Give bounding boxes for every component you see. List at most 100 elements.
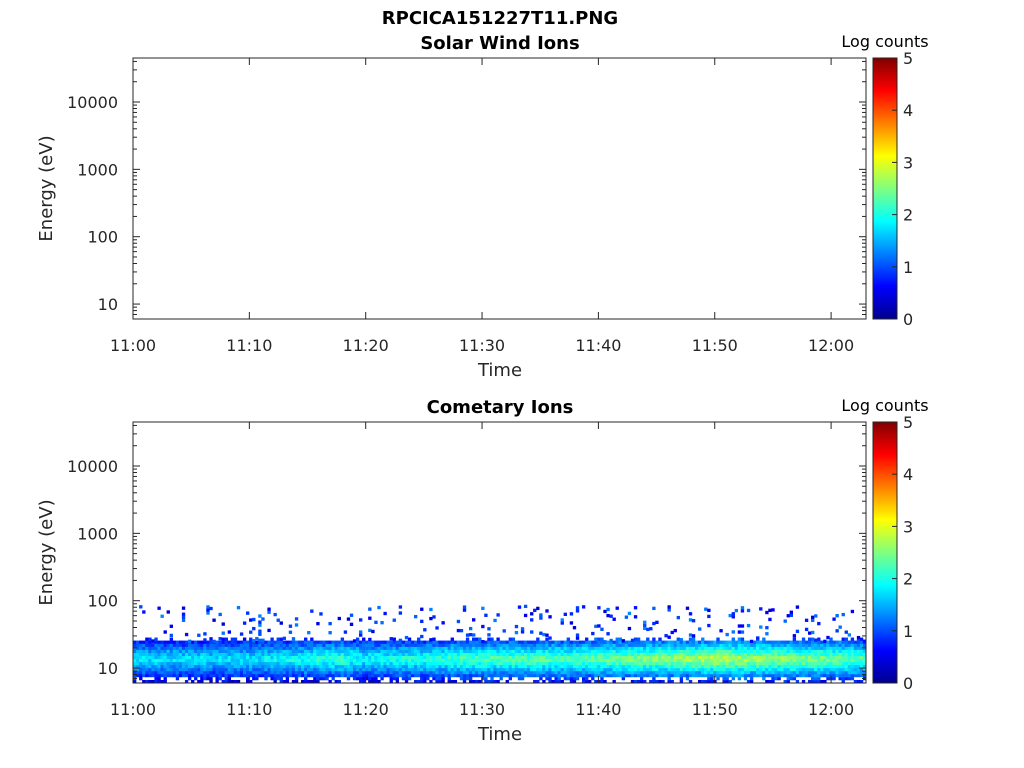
heatmap-cell bbox=[722, 679, 726, 684]
heatmap-cell bbox=[465, 652, 470, 657]
heatmap-cell bbox=[392, 649, 396, 653]
heatmap-cell bbox=[801, 640, 806, 644]
heatmap-cell bbox=[459, 670, 464, 675]
heatmap-cell bbox=[591, 646, 595, 650]
heatmap-cell bbox=[343, 664, 348, 669]
heatmap-cell bbox=[609, 646, 613, 650]
heatmap-cell bbox=[475, 664, 479, 669]
heatmap-cell bbox=[615, 655, 619, 660]
heatmap-cell bbox=[300, 649, 305, 653]
heatmap-cell bbox=[404, 679, 409, 684]
heatmap-cell bbox=[142, 670, 146, 675]
heatmap-cell-sparse bbox=[603, 609, 607, 614]
heatmap-cell bbox=[380, 667, 384, 672]
heatmap-cell bbox=[536, 643, 540, 647]
heatmap-cell bbox=[685, 676, 690, 681]
heatmap-cell bbox=[600, 676, 604, 681]
heatmap-cell bbox=[194, 652, 198, 657]
heatmap-cell bbox=[649, 661, 653, 666]
heatmap-cell bbox=[636, 658, 641, 663]
heatmap-cell bbox=[435, 658, 439, 663]
heatmap-cell bbox=[206, 658, 210, 663]
heatmap-cell bbox=[832, 667, 836, 672]
heatmap-cell bbox=[707, 646, 711, 650]
heatmap-cell bbox=[548, 649, 552, 653]
heatmap-cell bbox=[276, 640, 280, 644]
heatmap-cell bbox=[432, 667, 436, 672]
heatmap-cell bbox=[191, 640, 195, 644]
heatmap-cell bbox=[719, 655, 723, 660]
colorbar-tick-label: 5 bbox=[903, 49, 913, 68]
heatmap-cell-sparse bbox=[221, 631, 225, 635]
heatmap-cell bbox=[307, 655, 311, 660]
heatmap-cell bbox=[282, 670, 286, 675]
heatmap-cell bbox=[218, 646, 222, 650]
y-tick-label: 10000 bbox=[67, 93, 118, 112]
heatmap-cell bbox=[426, 640, 430, 644]
heatmap-cell bbox=[160, 679, 164, 684]
heatmap-cell bbox=[462, 655, 467, 660]
heatmap-cell bbox=[701, 667, 705, 672]
heatmap-cell bbox=[554, 661, 558, 666]
heatmap-cell bbox=[432, 655, 436, 660]
heatmap-cell-sparse bbox=[633, 606, 638, 610]
heatmap-cell-sparse bbox=[765, 610, 769, 615]
heatmap-cell bbox=[777, 646, 781, 650]
heatmap-cell bbox=[612, 655, 616, 660]
heatmap-cell-sparse bbox=[181, 606, 186, 610]
heatmap-cell bbox=[694, 658, 699, 663]
heatmap-cell bbox=[829, 640, 833, 644]
heatmap-cell bbox=[688, 679, 693, 684]
heatmap-cell bbox=[591, 643, 595, 647]
heatmap-cell bbox=[374, 664, 378, 669]
heatmap-cell bbox=[374, 658, 378, 663]
heatmap-cell bbox=[276, 664, 280, 669]
heatmap-cell bbox=[420, 679, 424, 684]
heatmap-cell bbox=[453, 658, 458, 663]
heatmap-cell bbox=[410, 664, 415, 669]
heatmap-cell bbox=[282, 664, 286, 669]
heatmap-cell bbox=[151, 661, 155, 666]
heatmap-cell bbox=[710, 646, 714, 650]
heatmap-cell bbox=[597, 637, 601, 641]
heatmap-cell bbox=[652, 667, 656, 672]
heatmap-cell bbox=[762, 673, 766, 678]
heatmap-cell bbox=[291, 655, 296, 660]
heatmap-cell bbox=[496, 652, 500, 657]
heatmap-cell bbox=[548, 640, 552, 644]
heatmap-cell bbox=[713, 661, 717, 666]
heatmap-cell bbox=[359, 670, 363, 675]
heatmap-cell bbox=[365, 667, 369, 672]
heatmap-cell bbox=[829, 673, 833, 678]
heatmap-cell bbox=[847, 643, 852, 647]
heatmap-cell bbox=[160, 664, 164, 669]
heatmap-cell bbox=[465, 646, 470, 650]
heatmap-cell bbox=[368, 658, 372, 663]
heatmap-cell bbox=[685, 655, 690, 660]
heatmap-cell bbox=[722, 670, 726, 675]
heatmap-cell bbox=[603, 667, 607, 672]
heatmap-cell-sparse bbox=[462, 608, 467, 612]
heatmap-cell bbox=[688, 670, 693, 675]
heatmap-cell bbox=[462, 640, 467, 644]
heatmap-cell bbox=[374, 646, 378, 650]
heatmap-cell bbox=[270, 670, 274, 675]
heatmap-cell bbox=[713, 664, 717, 669]
heatmap-cell bbox=[175, 661, 180, 666]
heatmap-cell bbox=[417, 637, 421, 641]
heatmap-cell-sparse bbox=[258, 623, 262, 627]
heatmap-cell bbox=[594, 673, 598, 678]
heatmap-cell bbox=[276, 667, 280, 672]
heatmap-cell bbox=[539, 643, 543, 647]
heatmap-cell bbox=[322, 664, 326, 669]
heatmap-cell bbox=[737, 652, 742, 657]
heatmap-cell-sparse bbox=[646, 627, 650, 632]
heatmap-cell bbox=[814, 664, 818, 669]
heatmap-cell bbox=[191, 670, 195, 675]
heatmap-cell-sparse bbox=[523, 613, 528, 618]
heatmap-cell-sparse bbox=[530, 618, 534, 622]
heatmap-cell bbox=[652, 661, 656, 666]
heatmap-cell bbox=[239, 646, 244, 650]
heatmap-cell bbox=[453, 670, 458, 675]
heatmap-cell bbox=[646, 664, 650, 669]
